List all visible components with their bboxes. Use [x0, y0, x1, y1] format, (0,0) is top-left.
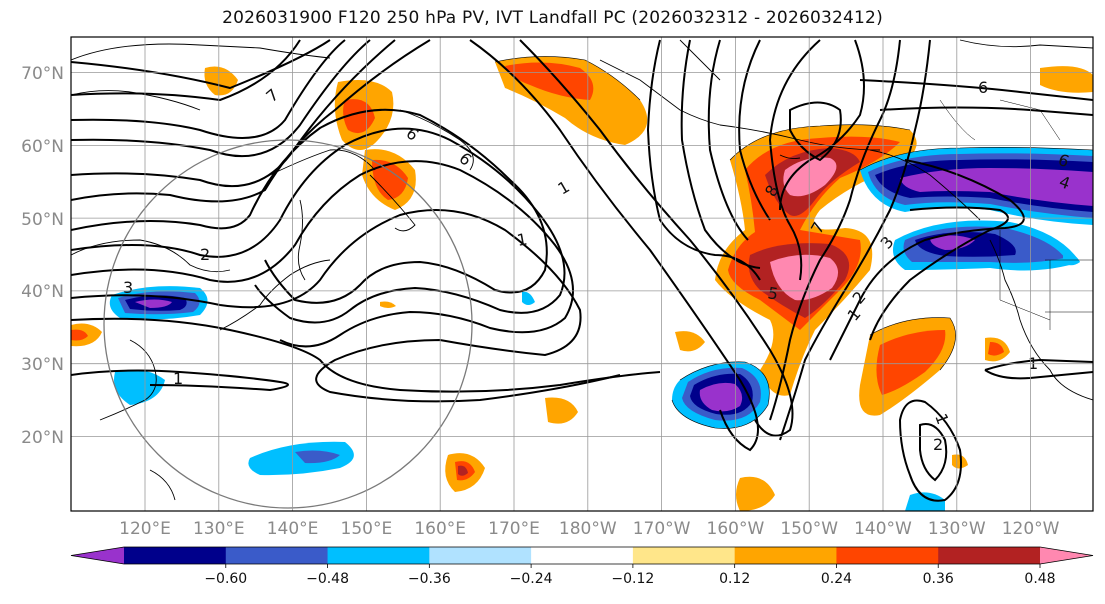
lon-label: 180°W: [559, 519, 617, 539]
lon-label: 140°E: [267, 519, 319, 539]
colorbar-segment: [531, 547, 634, 564]
shading-outlines: [494, 56, 1093, 429]
colorbar-segment: [938, 547, 1041, 564]
lat-label: 70°N: [21, 64, 64, 84]
lat-label: 40°N: [21, 282, 64, 302]
contour-label: 6: [978, 78, 988, 97]
contour-label: 2: [933, 435, 943, 454]
lat-label: 20°N: [21, 428, 64, 448]
lon-label: 130°W: [928, 519, 986, 539]
colorbar-extend-min: [71, 547, 124, 564]
colorbar-tick-label: 0.36: [923, 571, 954, 587]
colorbar-tick-label: −0.36: [408, 571, 451, 587]
lat-label: 30°N: [21, 355, 64, 375]
map-panel: 7 6 6 1 1 2 3 1 8 7 5 3 2 1 6 4 6 1 1 2: [71, 37, 1093, 511]
contour-label: 1: [515, 229, 528, 249]
lat-label: 50°N: [21, 210, 64, 230]
colorbar: −0.60 −0.48 −0.36 −0.24 −0.12 0.12 0.24 0.36 0.4…: [70, 546, 1094, 587]
lon-label: 150°W: [780, 519, 838, 539]
lon-label: 120°W: [1002, 519, 1060, 539]
gridlines: [71, 37, 1093, 511]
colorbar-segment: [124, 547, 227, 564]
lon-label: 130°E: [193, 519, 245, 539]
map-title: 2026031900 F120 250 hPa PV, IVT Landfall…: [222, 8, 883, 28]
radius-circle: [103, 139, 473, 509]
colorbar-tick-label: 0.48: [1024, 571, 1055, 587]
contour-label: 3: [123, 278, 133, 297]
colorbar-tick-label: −0.12: [611, 571, 654, 587]
lat-label: 60°N: [21, 137, 64, 157]
lon-label: 160°W: [707, 519, 765, 539]
contour-label: 2: [200, 245, 210, 264]
pv-contours: [71, 39, 1093, 502]
latitude-labels: 70°N 60°N 50°N 40°N 30°N 20°N: [21, 64, 64, 448]
lon-label: 170°E: [488, 519, 540, 539]
colorbar-segment: [225, 547, 329, 564]
colorbar-segment: [632, 547, 736, 564]
contour-label: 5: [766, 283, 779, 303]
colorbar-segment: [836, 547, 939, 564]
colorbar-outline: [70, 546, 1094, 565]
colorbar-tick-label: −0.48: [306, 571, 349, 587]
lon-label: 120°E: [119, 519, 171, 539]
lon-label: 140°W: [854, 519, 912, 539]
colorbar-tick-label: 0.12: [719, 571, 750, 587]
longitude-labels: 120°E 130°E 140°E 150°E 160°E 170°E 180°…: [119, 519, 1060, 539]
colorbar-tick-label: 0.24: [821, 571, 852, 587]
lon-label: 170°W: [633, 519, 691, 539]
colorbar-segment: [429, 547, 532, 564]
colorbar-tick-label: −0.60: [204, 571, 247, 587]
borders: [939, 99, 1093, 330]
contour-label: 1: [173, 369, 183, 388]
negative-shading: [109, 147, 1093, 511]
colorbar-segment: [327, 547, 430, 564]
lon-label: 150°E: [341, 519, 393, 539]
lon-label: 160°E: [414, 519, 466, 539]
colorbar-tick-label: −0.24: [510, 571, 553, 587]
map-frame: [70, 36, 1094, 512]
colorbar-extend-max: [1040, 547, 1093, 564]
colorbar-segment: [734, 547, 837, 564]
